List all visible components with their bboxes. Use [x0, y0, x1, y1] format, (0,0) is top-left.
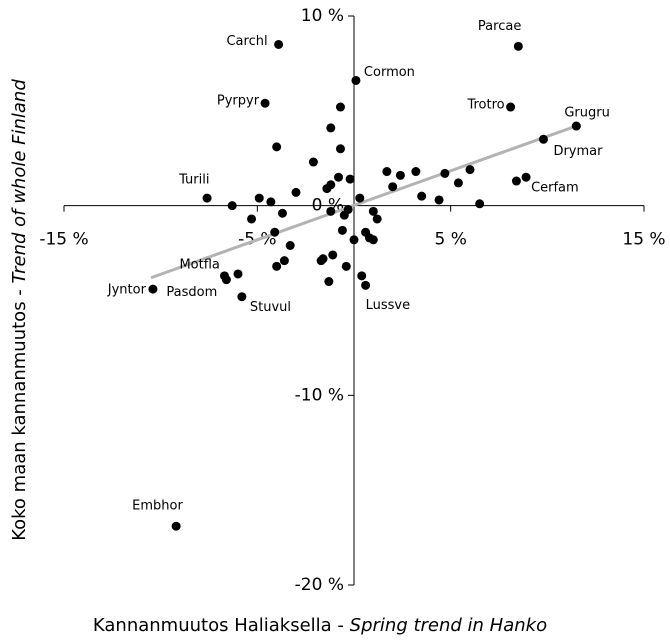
point — [506, 102, 516, 112]
x-tick-label: 5 % — [434, 230, 466, 250]
point — [388, 182, 398, 192]
y-tick-label: -10 % — [295, 385, 344, 405]
x-axis-title-main: Kannanmuutos Haliaksella - — [93, 615, 350, 636]
point — [266, 197, 276, 207]
point — [291, 187, 301, 197]
point — [361, 280, 371, 290]
point — [339, 210, 349, 220]
point-label: Pyrpyr — [217, 94, 260, 109]
point — [355, 193, 365, 203]
point — [247, 214, 257, 224]
point — [272, 142, 282, 152]
point — [411, 167, 421, 177]
point — [328, 250, 338, 260]
point-label: Pasdom — [166, 285, 217, 300]
trend-line — [150, 124, 577, 280]
point — [349, 235, 359, 245]
x-axis-title: Kannanmuutos Haliaksella - Spring trend … — [93, 615, 547, 636]
x-axis-title-emph: Spring trend in Hanko — [350, 615, 547, 636]
point — [326, 123, 336, 133]
point-label: Stuvul — [250, 300, 291, 315]
point — [571, 121, 581, 131]
point — [521, 172, 531, 182]
point — [351, 75, 361, 85]
point — [270, 227, 280, 237]
point — [341, 261, 351, 271]
point — [279, 256, 289, 266]
point — [465, 165, 475, 175]
point — [285, 240, 295, 250]
point — [538, 134, 548, 144]
point-label: Embhor — [132, 499, 183, 514]
point — [260, 98, 270, 108]
point — [277, 208, 287, 218]
point — [274, 39, 284, 49]
point — [318, 254, 328, 264]
point — [221, 275, 231, 285]
point — [368, 235, 378, 245]
point — [511, 176, 521, 186]
point — [233, 269, 243, 279]
point — [326, 180, 336, 190]
point — [417, 191, 427, 201]
point — [335, 102, 345, 112]
point-label: Carchl — [226, 34, 267, 49]
point — [326, 206, 336, 216]
point — [395, 170, 405, 180]
point-label: Trotro — [466, 98, 504, 113]
point — [513, 41, 523, 51]
y-axis-title-emph: Trend of whole Finland — [9, 79, 30, 284]
point — [324, 277, 334, 287]
point — [227, 201, 237, 211]
x-tick-label: -15 % — [39, 230, 88, 250]
point — [372, 214, 382, 224]
point — [202, 193, 212, 203]
point — [382, 167, 392, 177]
point — [368, 206, 378, 216]
point — [453, 178, 463, 188]
point — [434, 195, 444, 205]
point-label: Jyntor — [107, 283, 147, 298]
point — [475, 199, 485, 209]
y-tick-label: -20 % — [295, 575, 344, 595]
point-label: Cormon — [364, 65, 415, 80]
point — [171, 521, 181, 531]
point-label: Lussve — [366, 298, 411, 313]
y-tick-label: 10 % — [301, 6, 344, 26]
point-label: Drymar — [553, 144, 603, 159]
point — [148, 284, 158, 294]
point — [334, 172, 344, 182]
point-label: Cerfam — [531, 181, 579, 196]
point — [254, 193, 264, 203]
y-axis-title: Koko maan kannanmuutos - Trend of whole … — [9, 79, 30, 541]
point — [308, 157, 318, 167]
x-tick-label: 15 % — [622, 230, 665, 250]
point — [335, 144, 345, 154]
point-label: Motfla — [179, 257, 219, 272]
y-axis-title-main: Koko maan kannanmuutos - — [9, 283, 30, 540]
point-label: Parcae — [478, 19, 521, 34]
point — [337, 225, 347, 235]
point — [345, 174, 355, 184]
point — [237, 292, 247, 302]
point — [272, 261, 282, 271]
point-label: Turili — [178, 173, 209, 188]
point-label: Grugru — [564, 106, 610, 121]
point — [357, 271, 367, 281]
point — [440, 168, 450, 178]
